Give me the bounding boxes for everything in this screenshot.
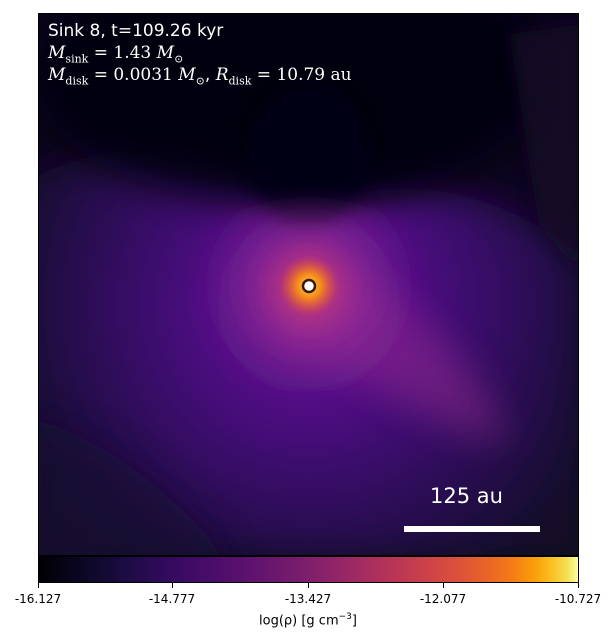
colorbar-ticklabel-4: -10.727: [554, 592, 602, 606]
colorbar-label-main: log(ρ) [g cm: [259, 613, 339, 629]
scalebar-label: 125 au: [430, 484, 503, 508]
mdisk-unit: M: [178, 65, 196, 85]
rdisk-symbol: R: [215, 65, 229, 85]
colorbar-tick-1: [172, 583, 173, 588]
colorbar-label-sup: −3: [338, 612, 352, 622]
mdisk-symbol: M: [48, 65, 66, 85]
colorbar-tick-2: [308, 583, 309, 588]
sink-title-text: Sink 8, t=109.26 kyr: [48, 21, 224, 41]
disk-line: Mdisk = 0.0031 M⊙, Rdisk = 10.79 au: [48, 65, 352, 91]
msink-value: = 1.43: [88, 43, 157, 63]
msink-sub: sink: [65, 52, 89, 66]
colorbar-tick-0: [38, 583, 39, 588]
colorbar-ticklabel-3: -12.077: [419, 592, 467, 606]
colorbar-ticklabel-1: -14.777: [148, 592, 196, 606]
mdisk-sub: disk: [65, 74, 89, 88]
colorbar-ticklabel-2: -13.427: [284, 592, 332, 606]
mdisk-unit-sub: ⊙: [195, 74, 205, 88]
rdisk-sep: ,: [204, 65, 216, 85]
rdisk-value: = 10.79 au: [251, 65, 352, 85]
scalebar: [404, 526, 540, 532]
colorbar-tick-4: [578, 583, 579, 588]
msink-unit-sub: ⊙: [174, 52, 184, 66]
density-map-panel: Sink 8, t=109.26 kyr Msink = 1.43 M⊙ Mdi…: [38, 13, 579, 556]
sink-marker: [301, 278, 317, 294]
sink-mass-line: Msink = 1.43 M⊙: [48, 43, 183, 69]
rdisk-sub: disk: [228, 74, 252, 88]
colorbar-label: log(ρ) [g cm−3]: [259, 612, 357, 628]
colorbar: [38, 556, 579, 583]
density-image: [39, 14, 578, 555]
colorbar-tick-3: [443, 583, 444, 588]
msink-symbol: M: [48, 43, 66, 63]
colorbar-label-end: ]: [351, 613, 357, 629]
mdisk-value: = 0.0031: [88, 65, 179, 85]
colorbar-ticklabel-0: -16.127: [14, 592, 62, 606]
msink-unit: M: [156, 43, 175, 63]
sink-title: Sink 8, t=109.26 kyr: [48, 21, 223, 42]
